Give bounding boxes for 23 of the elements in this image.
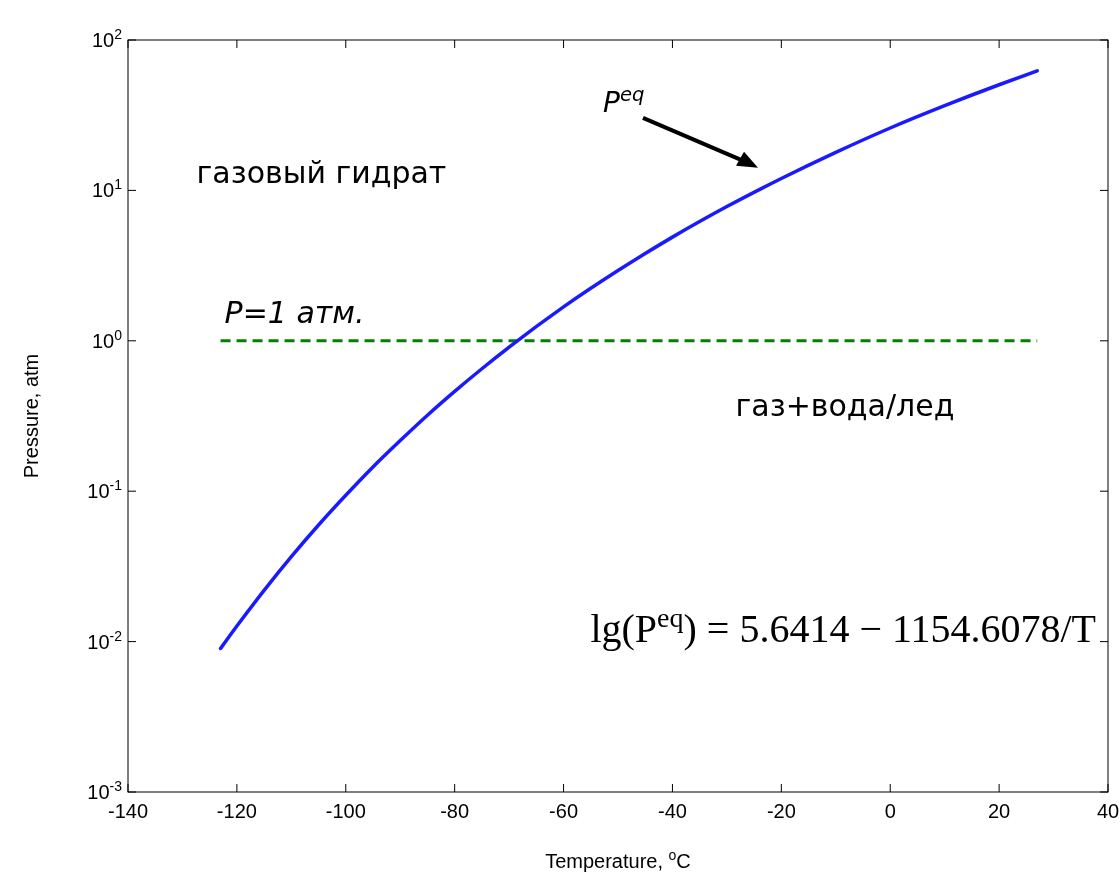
x-tick-label: -20 [766, 800, 796, 822]
y-tick-label: 10$^{-3}$ [87, 778, 123, 803]
ref-line-label: P=1 атм. [224, 294, 365, 330]
x-tick-label: -60 [549, 800, 579, 822]
annotation: lg(P$^{eq}$) = 5.6414 − 1154.6078/T [590, 601, 1096, 651]
y-tick-label: 10$^{0}$ [91, 326, 123, 352]
y-tick-label: 10$^{-2}$ [87, 627, 123, 653]
y-tick-label: 10$^{1}$ [91, 176, 123, 202]
x-axis-title: Temperature, $^{o}$C [545, 847, 691, 872]
x-tick-label: -40 [657, 800, 687, 822]
y-tick-label: 10$^{-1}$ [87, 477, 123, 503]
x-tick-label: -80 [440, 800, 470, 822]
x-tick-label: -100 [325, 800, 366, 822]
annotation: газ+вода/лед [735, 388, 955, 423]
y-axis-title: Pressure, atm [20, 353, 42, 479]
x-tick-label: 40 [1096, 800, 1120, 822]
x-tick-label: -120 [216, 800, 257, 822]
x-tick-label: 0 [884, 800, 896, 822]
annotation: P$^{eq}$ [603, 82, 645, 119]
x-tick-label: -140 [107, 800, 149, 822]
x-tick-label: 20 [987, 800, 1011, 822]
y-tick-label: 10$^{2}$ [91, 26, 123, 51]
annotation: газовый гидрат [196, 154, 447, 190]
